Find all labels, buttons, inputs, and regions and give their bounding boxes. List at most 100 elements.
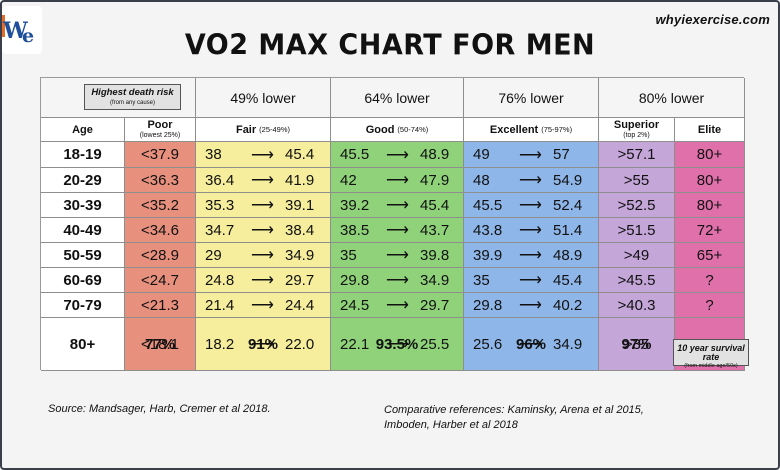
excellent-range-cell: 29.8 ⟶ 40.2 [464,293,599,318]
range-arrow-icon: ⟶ [386,197,409,214]
good-range-cell: 42 ⟶ 47.9 [331,168,464,193]
fair-range-high: 22.0 [285,335,315,353]
death-risk-subtitle: (from any cause) [109,99,155,106]
superior-cell: >40.3 [599,293,675,318]
fair-range-cell: 24.8 ⟶ 29.7 [196,268,331,293]
excellent-range-high: 40.2 [553,296,583,314]
excellent-range-low: 29.8 [473,296,503,314]
excellent-range-low: 25.6 [473,335,503,353]
excellent-range-low: 48 [473,171,490,189]
poor-value: <35.2 [141,196,179,214]
site-logo[interactable]: W e [2,6,42,54]
good-range-cell: 39.2 ⟶ 45.4 [331,193,464,218]
range-arrow-icon: ⟶ [386,336,409,353]
superior-cell: >49 [599,243,675,268]
header-excellent: Excellent (75-97%) [464,118,599,142]
excellent-range-high: 57 [553,146,570,163]
superior-value: >35 [623,335,650,353]
good-range-low: 38.5 [340,221,370,239]
fair-range-low: 34.7 [205,221,235,239]
source-note: Source: Mandsager, Harb, Cremer et al 20… [48,403,271,415]
range-arrow-icon: ⟶ [519,297,542,314]
good-range-high: 43.7 [420,221,450,239]
header-excellent-range: (75-97%) [541,125,573,134]
superior-cell: >35 [599,318,675,371]
survival-rate-title: 10 year survival rate [677,343,745,362]
age-value: 50-59 [63,246,102,264]
fair-range-low: 36.4 [205,171,235,189]
death-risk-label: Highest death risk (from any cause) [84,84,181,110]
excellent-range-low: 43.8 [473,221,503,239]
poor-value: <36.3 [141,171,179,189]
range-arrow-icon: ⟶ [386,272,409,289]
age-cell: 60-69 [41,268,125,293]
header-superior-label: Superior [613,119,660,131]
site-url: whyiexercise.com [655,12,770,27]
header-good-label: Good [365,123,395,136]
header-superior: Superior (top 2%) [599,118,675,142]
excellent-range-high: 45.4 [553,271,583,289]
excellent-range-high: 52.4 [553,196,583,214]
risk-reduction-value: 49% lower [230,89,296,106]
survival-spacer [41,318,125,371]
survival-rate-cell: 77% [125,318,196,371]
poor-value: <28.9 [141,246,179,264]
header-superior-range: (top 2%) [623,132,650,139]
excellent-range-high: 34.9 [553,335,583,353]
good-range-cell: 38.5 ⟶ 43.7 [331,218,464,243]
risk-reduction-value: 64% lower [364,89,430,106]
elite-value: ? [705,271,714,289]
excellent-range-cell: 48 ⟶ 54.9 [464,168,599,193]
superior-cell: >52.5 [599,193,675,218]
poor-cell: <34.6 [125,218,196,243]
survival-rate-cell: 97% [599,318,675,371]
good-range-high: 39.8 [420,246,450,264]
elite-value: 80+ [696,196,723,214]
range-arrow-icon: ⟶ [519,272,542,289]
page-title: VO2 MAX CHART FOR MEN [184,29,596,62]
fair-range-cell: 29 ⟶ 34.9 [196,243,331,268]
risk-reduction-cell: 49% lower [196,78,331,118]
fair-range-low: 35.3 [205,196,235,214]
fair-range-high: 34.9 [285,246,315,264]
poor-value: <21.3 [141,296,179,314]
reference-line: Imboden, Harber et al 2018 [384,418,518,431]
age-value: 30-39 [63,196,102,214]
good-range-high: 25.5 [420,335,450,353]
good-range-cell: 29.8 ⟶ 34.9 [331,268,464,293]
header-age: Age [41,118,125,142]
logo-letter-w: W [3,18,28,44]
good-range-low: 24.5 [340,296,370,314]
superior-value: >55 [623,171,650,189]
risk-reduction-cell: 76% lower [464,78,599,118]
good-range-low: 39.2 [340,196,370,214]
excellent-range-cell: 49 ⟶ 57 [464,142,599,168]
survival-rate-cell: 96% [464,318,599,371]
poor-value: <34.6 [141,221,179,239]
excellent-range-cell: 45.5 ⟶ 52.4 [464,193,599,218]
header-age-label: Age [72,123,93,136]
excellent-range-cell: 39.9 ⟶ 48.9 [464,243,599,268]
reference-line: Comparative references: Kaminsky, Arena … [384,404,644,416]
death-risk-header-cell [41,78,196,118]
fair-range-cell: 38 ⟶ 45.4 [196,142,331,168]
elite-value: 80+ [696,146,723,163]
poor-cell: <21.3 [125,293,196,318]
good-range-high: 29.7 [420,296,450,314]
header-elite: Elite [675,118,745,142]
elite-value: 80+ [696,171,723,189]
age-cell: 70-79 [41,293,125,318]
good-range-cell: 24.5 ⟶ 29.7 [331,293,464,318]
fair-range-high: 45.4 [285,146,315,163]
survival-rate-value: 91% [247,335,279,353]
age-cell: 50-59 [41,243,125,268]
range-arrow-icon: ⟶ [386,247,409,264]
excellent-range-low: 45.5 [473,196,503,214]
fair-range-low: 21.4 [205,296,235,314]
fair-range-low: 38 [205,146,222,163]
superior-value: >52.5 [617,196,656,214]
range-arrow-icon: ⟶ [251,146,274,164]
good-range-high: 34.9 [420,271,450,289]
age-value: 80+ [69,335,96,353]
age-cell: 40-49 [41,218,125,243]
